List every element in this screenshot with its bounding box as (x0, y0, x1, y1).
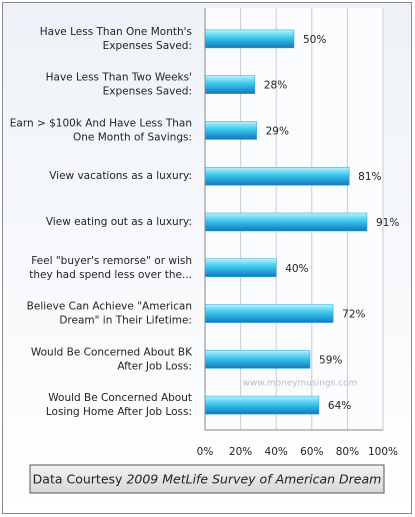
bar (204, 75, 256, 94)
source-box (29, 464, 385, 494)
bar (204, 304, 334, 323)
value-label: 29% (266, 125, 289, 137)
bar (204, 121, 257, 140)
y-tick-label: Have Less Than One Month's (40, 26, 192, 38)
x-tick-label: 60% (300, 446, 323, 458)
value-label: 64% (328, 400, 351, 412)
value-label: 50% (303, 34, 326, 46)
plot-area: 0% 20% 40% 60% 80% 100% www.moneymusings.com Ha… (10, 8, 399, 458)
bar (204, 29, 295, 49)
source-title: 2009 MetLife Survey of American Dream (126, 471, 381, 486)
y-tick-label: Would Be Concerned About BK (31, 346, 193, 358)
bar (204, 166, 350, 186)
bar (204, 350, 311, 369)
y-tick-label: Expenses Saved: (103, 40, 192, 52)
y-tick-label: One Month of Savings: (73, 131, 192, 143)
x-tick-label: 20% (229, 446, 252, 458)
y-tick-label: they had spend less over the... (29, 269, 192, 281)
value-label: 72% (342, 309, 365, 321)
bar (204, 212, 368, 232)
value-label: 40% (285, 263, 308, 275)
source-note: Data Courtesy 2009 MetLife Survey of Amer… (33, 471, 382, 486)
y-tick-label: Earn > $100k And Have Less Than (10, 117, 192, 129)
y-tick-label: Feel "buyer's remorse" or wish (31, 255, 192, 267)
watermark: www.moneymusings.com (243, 379, 358, 389)
bar (204, 258, 277, 278)
value-label: 28% (264, 80, 287, 92)
source-prefix: Data Courtesy (33, 471, 123, 486)
x-tick-label: 40% (265, 446, 288, 458)
bar (204, 395, 320, 415)
value-label: 91% (376, 217, 399, 229)
x-tick-label: 80% (336, 446, 359, 458)
y-tick-label: Would Be Concerned About (48, 392, 192, 404)
y-tick-label: Believe Can Achieve "American (27, 301, 192, 313)
y-tick-label: Have Less Than Two Weeks' (46, 72, 192, 84)
y-tick-label: Losing Home After Job Loss: (46, 406, 192, 418)
x-tick-label: 0% (197, 446, 214, 458)
value-label: 59% (319, 354, 342, 366)
y-tick-label: View eating out as a luxury: (46, 216, 192, 228)
value-label: 81% (358, 171, 381, 183)
y-tick-label: Expenses Saved: (103, 86, 192, 98)
y-tick-label: After Job Loss: (117, 360, 192, 372)
y-tick-label: View vacations as a luxury: (49, 170, 192, 182)
x-tick-label: 100% (368, 446, 398, 458)
y-tick-label: Dream" in Their Lifetime: (59, 315, 192, 327)
